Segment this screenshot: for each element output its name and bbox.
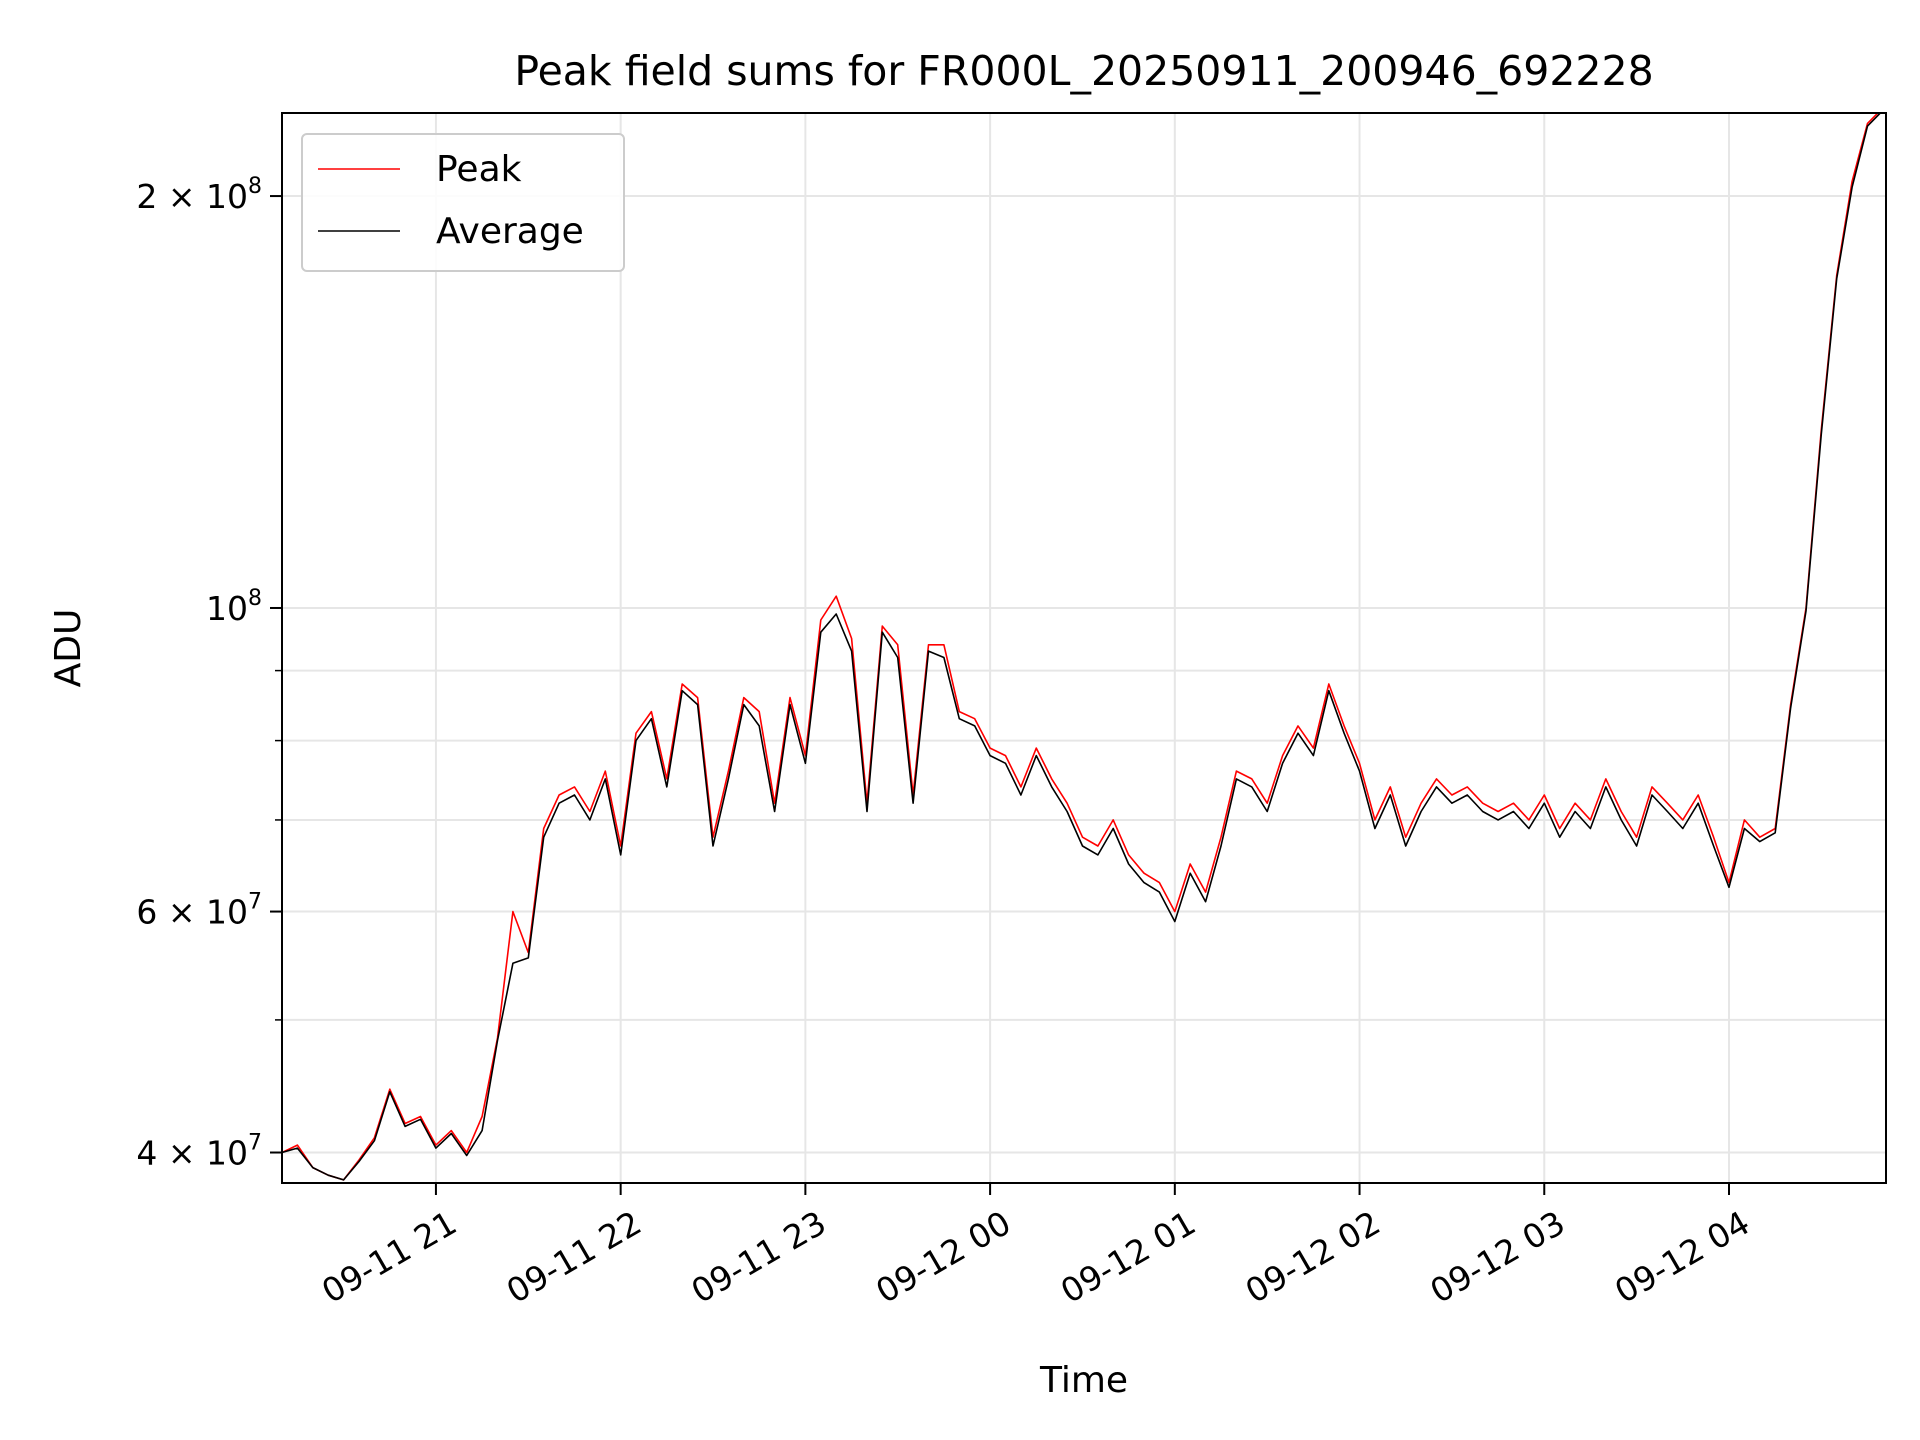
- x-tick-label: 09-11 21: [315, 1203, 463, 1311]
- x-tick-label: 09-12 00: [869, 1203, 1017, 1311]
- y-tick-exponent: 7: [248, 1131, 262, 1156]
- x-tick-label: 09-12 03: [1423, 1203, 1571, 1311]
- x-tick-label: 09-11 23: [685, 1203, 833, 1311]
- plot-frame: [281, 112, 1887, 1184]
- y-tick-mantissa: 4: [136, 1134, 157, 1173]
- x-axis: 09-11 21 09-11 22 09-11 23 09-12 00 09-12 01…: [315, 1183, 1756, 1311]
- grid-lines: [282, 113, 1886, 1183]
- x-axis-label: Time: [1039, 1360, 1128, 1401]
- legend-peak-label: Peak: [436, 149, 522, 190]
- x-tick-label: 09-11 22: [500, 1203, 648, 1311]
- legend-average-label: Average: [436, 211, 584, 252]
- series-layer: [282, 113, 1882, 1181]
- x-tick-label: 09-12 01: [1054, 1203, 1202, 1311]
- y-axis-label: ADU: [48, 609, 89, 688]
- series-line-average: [282, 113, 1882, 1181]
- y-tick-label: 4 × 107: [136, 1131, 262, 1173]
- y-tick-label: 6 × 107: [136, 890, 262, 932]
- y-tick-mantissa: 2: [136, 177, 157, 216]
- y-tick-mantissa: 6: [136, 893, 157, 932]
- y-tick-exponent: 8: [248, 174, 262, 199]
- x-tick-label: 09-12 02: [1239, 1203, 1387, 1311]
- y-axis: 4 × 107 6 × 107 108 2 × 108: [136, 174, 282, 1173]
- y-tick-exponent: 7: [248, 890, 262, 915]
- y-tick-label: 2 × 108: [136, 174, 262, 216]
- chart-title: Peak field sums for FR000L_20250911_2009…: [514, 47, 1653, 95]
- y-tick-exponent: 8: [248, 586, 262, 611]
- x-tick-label: 09-12 04: [1608, 1203, 1756, 1311]
- legend: Peak Average: [301, 133, 625, 272]
- y-tick-label: 108: [206, 586, 262, 628]
- series-line-peak: [282, 113, 1879, 1181]
